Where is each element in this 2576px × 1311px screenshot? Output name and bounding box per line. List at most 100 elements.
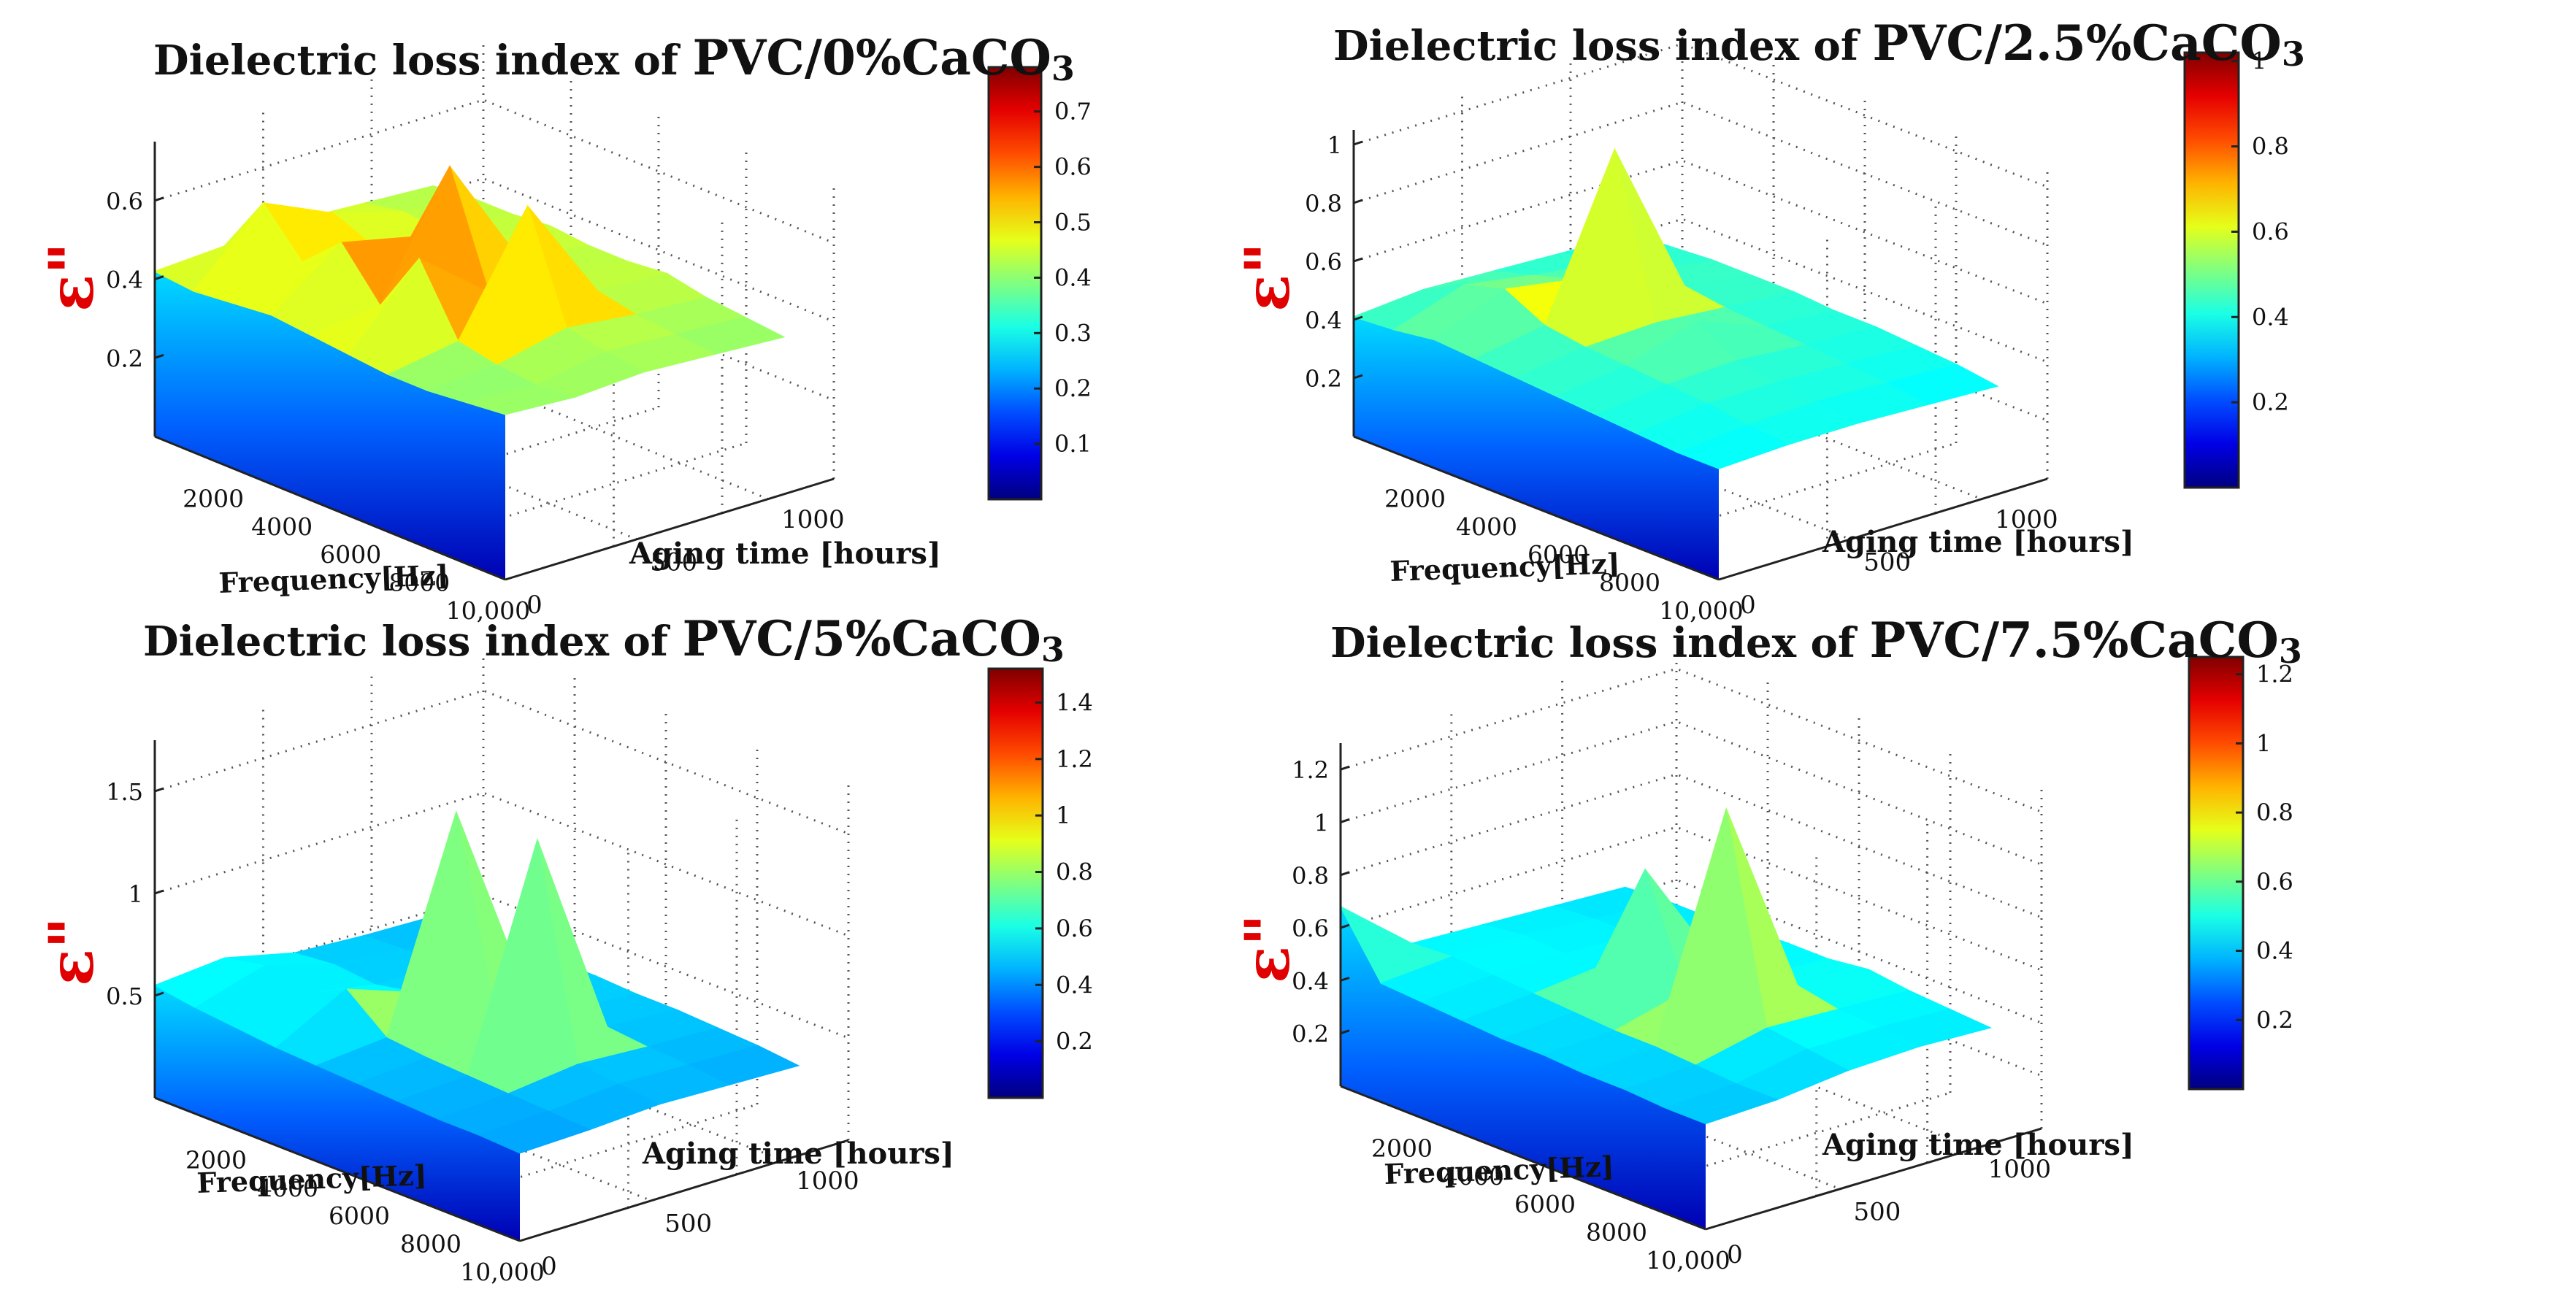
z-tick <box>154 889 164 895</box>
colorbar-tick-label: 0.4 <box>2252 303 2289 331</box>
surface <box>153 165 786 415</box>
title-prefix: Dielectric loss index of <box>1330 619 1870 667</box>
x-tick-label: 4000 <box>251 512 313 541</box>
z-tick <box>1353 199 1363 204</box>
x-tick-label: 2000 <box>1371 1134 1433 1162</box>
z-tick-label: 0.6 <box>1305 248 1342 276</box>
z-tick-label: 0.4 <box>1305 307 1342 334</box>
x-tick-label: 8000 <box>1599 569 1660 597</box>
x-tick-label: 6000 <box>320 540 381 569</box>
surface-patch <box>464 384 578 415</box>
z-tick <box>1353 140 1363 146</box>
chart-title: Dielectric loss index of PVC/7.5%CaCO3 <box>1330 612 2302 671</box>
z-tick-label: 0.8 <box>1292 862 1329 890</box>
colorbar-tick-label: 0.4 <box>1056 971 1093 999</box>
z-tick <box>1340 765 1350 771</box>
y-tick-label: 0 <box>1727 1240 1743 1269</box>
surface-front-face <box>155 985 520 1241</box>
colorbar-tick-label: 0.5 <box>1054 209 1092 237</box>
y-tick-label: 500 <box>1863 548 1911 577</box>
chart-panel-pvc-5: 0.5 1 1.5 2000 4000 6000 8000 10,000 0 500 1000 Fre… <box>0 610 1288 1311</box>
x-tick-label: 10,000 <box>460 1258 544 1286</box>
z-tick <box>1353 315 1363 321</box>
colorbar-tick-label: 0.4 <box>2256 937 2293 965</box>
z-tick-label: 0.4 <box>106 266 143 294</box>
z-tick <box>1340 976 1350 982</box>
z-tick <box>1340 1029 1350 1035</box>
y-tick-label: 1000 <box>781 505 845 534</box>
z-axis-label: ε" <box>1230 914 1303 983</box>
z-tick-label: 0.2 <box>1292 1020 1329 1048</box>
x-axis-label: Frequency[Hz] <box>196 1158 428 1199</box>
title-material: PVC/7.5%CaCO3 <box>1869 612 2302 671</box>
surface-front-face <box>1341 907 1706 1229</box>
colorbar-tick-label: 0.6 <box>1056 915 1093 942</box>
y-tick-label: 500 <box>1853 1198 1901 1227</box>
z-tick <box>154 275 164 280</box>
x-tick-label: 4000 <box>1456 512 1517 541</box>
x-axis-label: Frequency[Hz] <box>218 558 450 599</box>
z-tick <box>1340 818 1350 823</box>
title-material: PVC/2.5%CaCO3 <box>1872 15 2305 74</box>
x-tick-label: 10,000 <box>446 596 530 625</box>
surface-patch <box>1663 1083 1779 1125</box>
surface-front-face <box>1354 317 1719 580</box>
x-tick-label: 2000 <box>1384 484 1446 512</box>
x-tick-label: 8000 <box>1586 1218 1647 1247</box>
title-prefix: Dielectric loss index of <box>153 36 693 85</box>
z-tick-label: 1 <box>129 880 143 908</box>
colorbar-tick-label: 0.7 <box>1054 98 1092 126</box>
colorbar-tick-label: 0.8 <box>2252 133 2289 161</box>
colorbar-tick-label: 0.2 <box>2256 1006 2293 1034</box>
colorbar-tick-label: 1.2 <box>2256 661 2293 688</box>
z-tick <box>154 353 164 359</box>
chart-panel-pvc-0: 0.2 0.4 0.6 2000 4000 6000 8000 10,000 0 500 1000 F… <box>0 0 1288 656</box>
colorbar-tick-label: 0.1 <box>1054 430 1092 458</box>
x-tick-label: 6000 <box>1527 540 1589 569</box>
x-tick-label: 10,000 <box>1659 596 1743 625</box>
colorbar-tick-label: 0.8 <box>1056 858 1093 886</box>
surface-patch <box>1676 425 1790 469</box>
title-subscript: 3 <box>2281 34 2305 74</box>
z-axis-label: ε" <box>1230 242 1303 312</box>
z-tick-label: 0.8 <box>1305 190 1342 218</box>
x-axis-label: Frequency[Hz] <box>1384 1150 1615 1191</box>
surface <box>1339 807 1993 1125</box>
y-tick-label: 500 <box>650 548 697 577</box>
surface <box>153 810 800 1154</box>
z-tick-label: 1 <box>1314 809 1329 837</box>
x-tick-label: 8000 <box>388 569 450 597</box>
colorbar-tick-label: 1 <box>2256 729 2271 757</box>
y-tick-label: 0 <box>541 1252 557 1281</box>
y-axis-label: Aging time [hours] <box>1822 525 2134 559</box>
colorbar-tick-label: 1.4 <box>1056 688 1093 716</box>
colorbar-tick-label: 0.2 <box>2252 388 2289 416</box>
z-tick-label: 1.2 <box>1292 756 1329 784</box>
chart-panel-pvc-2-5: 0.2 0.4 0.6 0.8 1 2000 4000 6000 8000 10,000 0 500 1… <box>1231 0 2576 656</box>
z-tick-label: 0.6 <box>106 188 143 215</box>
title-prefix: Dielectric loss index of <box>1333 22 1873 70</box>
chart-title: Dielectric loss index of PVC/2.5%CaCO3 <box>1333 15 2305 74</box>
z-tick <box>1353 257 1363 263</box>
axes <box>153 740 849 1242</box>
colorbar-tick-label: 0.3 <box>1054 319 1092 347</box>
z-tick-label: 0.2 <box>1305 365 1342 393</box>
z-tick <box>1353 374 1363 380</box>
x-tick-label: 2000 <box>185 1145 247 1174</box>
z-tick-label: 0.2 <box>106 345 143 372</box>
colorbar-tick-label: 0.6 <box>1054 153 1092 181</box>
z-tick-label: 1 <box>1327 131 1342 159</box>
axes <box>1352 130 2048 581</box>
colorbar-tick-label: 1.2 <box>1056 745 1093 773</box>
title-subscript: 3 <box>1040 630 1065 669</box>
y-axis-label: Aging time [hours] <box>1822 1128 2134 1162</box>
title-prefix: Dielectric loss index of <box>143 618 683 666</box>
z-tick-label: 1.5 <box>106 778 143 806</box>
surface <box>1352 147 1999 469</box>
colorbar-tick-label: 0.2 <box>1054 374 1092 402</box>
x-axis-label: Frequency[Hz] <box>1389 547 1621 588</box>
title-material: PVC/0%CaCO3 <box>692 29 1075 88</box>
